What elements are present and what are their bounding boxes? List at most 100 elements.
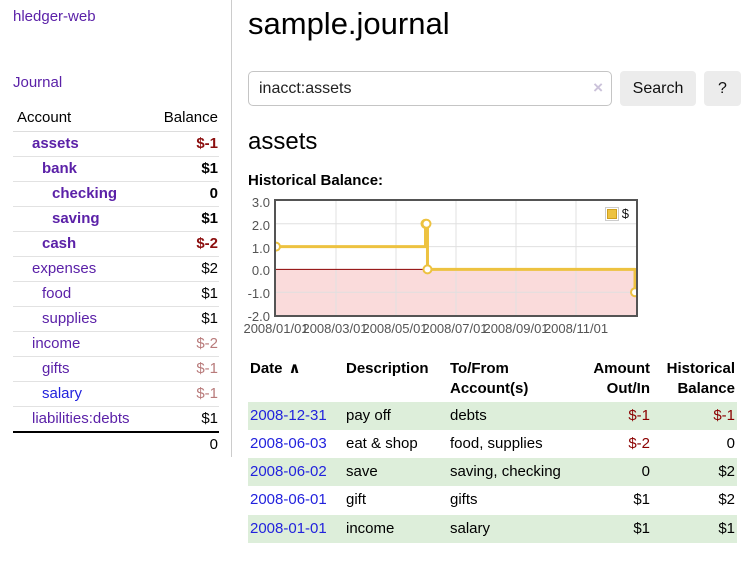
search-input[interactable] [248,71,612,106]
account-balance: $1 [149,156,219,182]
account-balance: $-1 [149,131,219,157]
account-link-expenses[interactable]: expenses [32,260,97,277]
account-link-bank[interactable]: bank [42,160,78,177]
app-window: hledger-web Journal Account Balance asse… [0,0,742,543]
app-title-link[interactable]: hledger-web [13,8,96,25]
register-row: 2008-01-01 income salary $1 $1 [248,514,737,543]
y-axis-tick: -1.0 [247,286,270,302]
transaction-amount: $1 [633,491,650,509]
legend-swatch-icon [604,206,619,221]
transaction-accounts: gifts [450,491,478,509]
account-link-food[interactable]: food [42,285,72,302]
accounts-total-value: 0 [149,431,219,457]
account-row: cash $-2 [13,231,219,257]
x-axis-tick: 2008/03/01 [302,321,368,336]
help-button[interactable]: ? [704,71,741,106]
account-row: gifts $-1 [13,356,219,382]
account-link-saving[interactable]: saving [52,210,100,227]
account-balance: $-2 [149,331,219,357]
x-axis-tick: 2008/01/01 [243,321,309,336]
account-balance: $1 [149,206,219,232]
register-col-date[interactable]: Date ∧ [250,360,301,377]
account-row: checking 0 [13,181,219,207]
accounts-col-balance: Balance [149,106,219,132]
y-axis-tick: 2.0 [251,217,270,233]
x-axis-tick: 2008/07/01 [422,321,488,336]
account-balance: $-1 [149,356,219,382]
account-link-supplies[interactable]: supplies [42,310,98,327]
accounts-table: Account Balance assets $-1 bank $1 checking 0… [13,106,219,457]
account-link-gifts[interactable]: gifts [42,360,70,377]
search-box: × [248,71,612,106]
transaction-accounts: salary [450,519,491,537]
transaction-date-link[interactable]: 2008-06-03 [250,434,327,452]
x-axis-tick: 2008/09/01 [483,321,549,336]
chart-title: Historical Balance: [248,172,384,189]
y-axis-tick: 0.0 [251,263,270,279]
transaction-balance: $2 [718,491,735,509]
main-content: sample.journal × Search ? assets Histori… [232,0,742,543]
register-table: Date ∧ Description To/From Account(s) Amo… [248,357,737,543]
x-axis-tick: 2008/11/01 [543,321,609,336]
search-form: × Search ? [248,71,741,106]
account-link-salary[interactable]: salary [42,385,83,402]
transaction-balance: $-1 [713,406,735,424]
transaction-date-link[interactable]: 2008-12-31 [250,406,327,424]
register-col-description: Description [346,360,429,377]
account-row: expenses $2 [13,256,219,282]
transaction-date-link[interactable]: 2008-06-02 [250,463,327,480]
chart-canvas [271,201,641,315]
account-row: saving $1 [13,206,219,232]
balance-chart: $ 3.0 2.0 1.0 0.0 -1.0 -2.0 2008/01/01 2008/03/… [243,196,641,345]
register-row: 2008-06-03 eat & shop food, supplies $-2 0 [248,430,737,458]
account-link-assets[interactable]: assets [32,135,79,152]
transaction-balance: $1 [718,519,735,537]
accounts-col-account: Account [13,106,150,132]
account-balance: $2 [149,256,219,282]
transaction-balance: $2 [718,463,735,480]
x-axis-tick: 2008/05/01 [362,321,428,336]
account-balance: $-2 [149,231,219,257]
sidebar-item-journal[interactable]: Journal [13,74,63,91]
y-axis-tick: 1.0 [251,240,270,256]
y-axis-tick: 3.0 [251,195,270,210]
transaction-date-link[interactable]: 2008-01-01 [250,519,327,537]
register-col-balance: Historical Balance [666,360,735,398]
register-row: 2008-12-31 pay off debts $-1 $-1 [248,401,737,430]
page-title: sample.journal [248,6,450,41]
transaction-amount: $-1 [628,406,650,424]
transaction-accounts: food, supplies [450,434,543,452]
transaction-balance: 0 [726,434,735,452]
y-axis-tick: -2.0 [247,309,270,324]
transaction-amount: 0 [641,463,650,480]
search-button[interactable]: Search [620,71,696,106]
transaction-amount: $1 [633,519,650,537]
sort-asc-icon: ∧ [288,360,301,377]
account-balance: $1 [149,281,219,307]
transaction-amount: $-2 [628,434,650,452]
register-row: 2008-06-01 gift gifts $1 $2 [248,486,737,514]
legend-label: $ [621,206,629,221]
account-row: assets $-1 [13,131,219,157]
account-balance: $-1 [149,381,219,407]
account-row: liabilities:debts $1 [13,406,219,433]
chart-legend: $ [604,206,629,221]
transaction-accounts: saving, checking [450,463,561,480]
transaction-date-link[interactable]: 2008-06-01 [250,491,327,509]
account-link-liabilities-debts[interactable]: liabilities:debts [32,410,130,427]
sidebar: hledger-web Journal Account Balance asse… [0,0,232,457]
account-link-cash[interactable]: cash [42,235,77,252]
account-balance: $1 [149,306,219,332]
account-link-checking[interactable]: checking [52,185,118,202]
account-link-income[interactable]: income [32,335,81,352]
transaction-description: income [346,519,395,537]
account-balance: $1 [149,406,219,433]
chart-plot-area: $ [271,199,641,317]
account-row: bank $1 [13,156,219,182]
transaction-description: pay off [346,406,391,424]
account-row: food $1 [13,281,219,307]
account-row: salary $-1 [13,381,219,407]
transaction-description: eat & shop [346,434,418,452]
clear-search-icon[interactable]: × [593,78,603,97]
account-balance: 0 [149,181,219,207]
